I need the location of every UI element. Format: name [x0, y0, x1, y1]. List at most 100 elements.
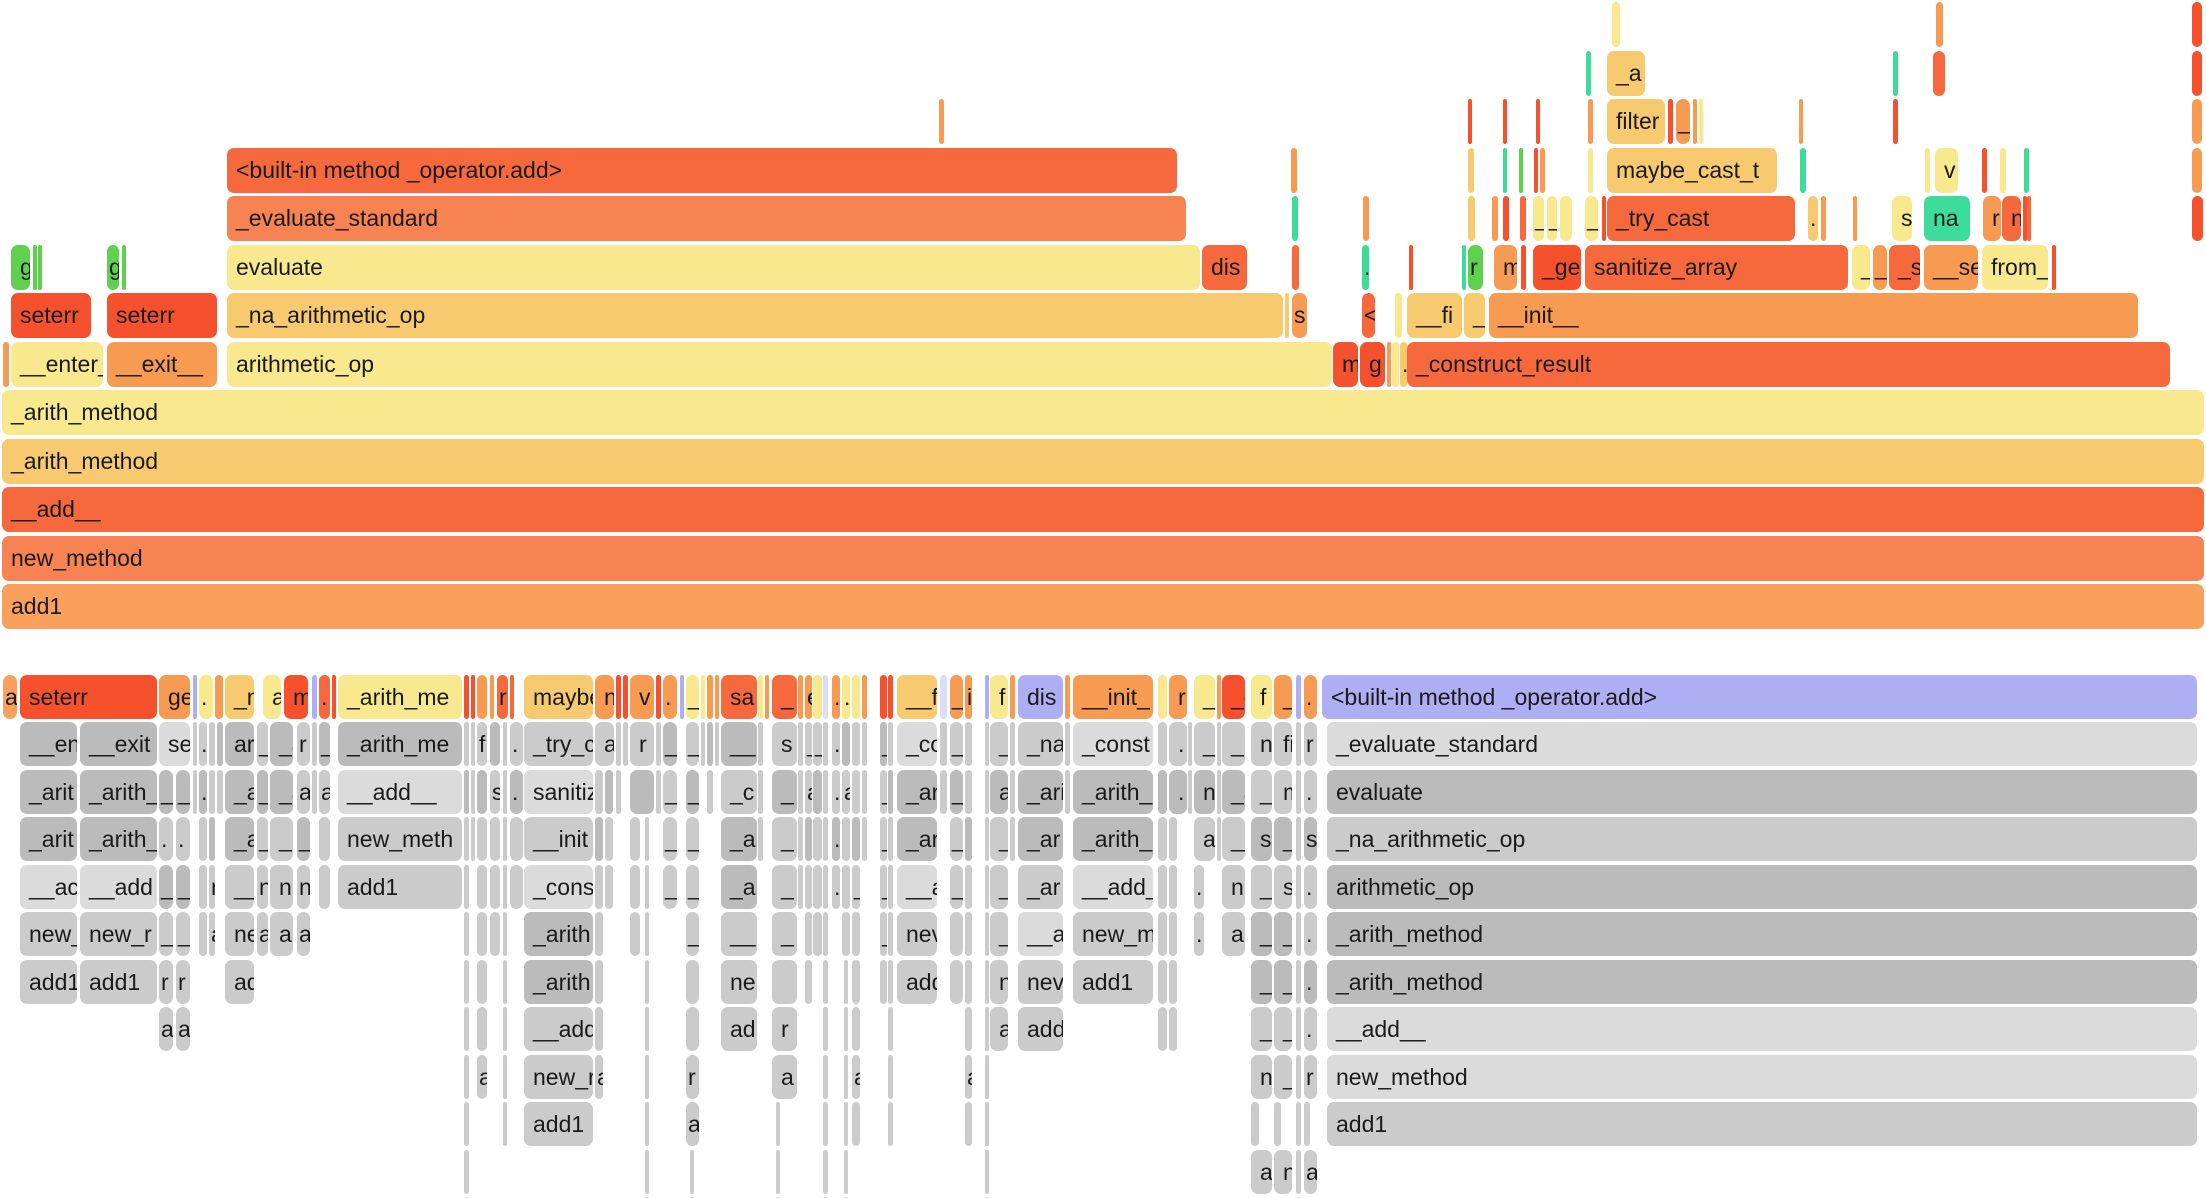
flame-bar--[interactable]: . — [1400, 342, 1407, 387]
flame-bar-maybe[interactable]: maybe — [524, 675, 593, 719]
flame-bar-a[interactable]: a — [852, 1055, 860, 1099]
flame-bar--[interactable]: . — [1304, 960, 1317, 1004]
flame-bar[interactable] — [464, 912, 469, 956]
flame-bar[interactable] — [1169, 912, 1177, 956]
flame-bar[interactable] — [950, 960, 963, 1004]
flame-bar[interactable] — [985, 1102, 989, 1146]
flame-bar-add1[interactable]: add1 — [338, 865, 462, 909]
flame-bar-_[interactable]: _ — [686, 722, 699, 766]
flame-bar[interactable] — [965, 770, 972, 814]
flame-bar[interactable] — [985, 912, 989, 956]
flame-bar-__ac[interactable]: __ac — [20, 865, 77, 909]
flame-bar--[interactable]: . — [1304, 865, 1317, 909]
flame-bar[interactable] — [985, 960, 989, 1004]
flame-bar[interactable] — [2027, 196, 2031, 241]
flame-bar[interactable] — [776, 1150, 780, 1194]
flame-bar[interactable] — [1010, 817, 1015, 861]
flame-bar-_[interactable]: _ — [880, 770, 887, 814]
flame-bar[interactable] — [645, 817, 649, 861]
flame-bar-_[interactable]: _ — [1274, 1007, 1292, 1051]
flame-bar-a[interactable]: a — [842, 770, 850, 814]
flame-bar[interactable] — [2000, 148, 2006, 193]
flame-bar-_[interactable]: _ — [950, 722, 963, 766]
flame-bar[interactable] — [1519, 148, 1523, 193]
flame-bar[interactable] — [616, 770, 621, 814]
flame-bar[interactable] — [1188, 722, 1192, 766]
flame-bar-__a[interactable]: __a — [1018, 912, 1063, 956]
flame-bar[interactable] — [1800, 148, 1806, 193]
flame-bar-n[interactable]: n — [270, 865, 293, 909]
flame-bar-_[interactable]: _ — [990, 817, 1008, 861]
flame-bar[interactable] — [823, 770, 828, 814]
flame-bar[interactable] — [1292, 196, 1298, 241]
flame-bar[interactable] — [605, 865, 613, 909]
flame-bar[interactable] — [985, 675, 989, 719]
flame-bar-_[interactable]: _ — [852, 865, 860, 909]
flame-bar[interactable] — [823, 1150, 828, 1194]
flame-bar[interactable] — [471, 722, 475, 766]
flame-bar[interactable] — [823, 912, 828, 956]
flame-bar-nev[interactable]: nev — [1018, 960, 1063, 1004]
flame-bar-_[interactable]: _ — [1852, 245, 1870, 290]
flame-bar-__f[interactable]: __f — [897, 675, 937, 719]
flame-bar-__fi[interactable]: __fi — [1407, 293, 1462, 338]
flame-bar[interactable] — [1296, 1102, 1301, 1146]
flame-bar-new_r[interactable]: new_r — [524, 1055, 593, 1099]
flame-bar-__[interactable]: __ — [721, 722, 757, 766]
flame-bar-_[interactable]: _ — [880, 865, 887, 909]
flame-bar--[interactable]: . — [1304, 912, 1317, 956]
flame-bar-_[interactable]: _ — [772, 770, 797, 814]
flame-bar[interactable] — [1217, 675, 1221, 719]
flame-bar[interactable] — [656, 675, 661, 719]
flame-bar[interactable] — [1065, 722, 1070, 766]
flame-bar[interactable] — [1536, 99, 1540, 144]
flame-bar-__init__[interactable]: __init__ — [1489, 293, 2138, 338]
flame-bar-s[interactable]: s — [1304, 817, 1317, 861]
flame-bar-_const[interactable]: _const — [1073, 722, 1153, 766]
flame-bar[interactable] — [605, 770, 613, 814]
flame-bar-evaluate[interactable]: evaluate — [227, 245, 1200, 290]
flame-bar[interactable] — [798, 770, 803, 814]
flame-bar-_co[interactable]: _co — [897, 722, 937, 766]
flame-bar[interactable] — [813, 675, 822, 719]
flame-bar[interactable] — [1392, 342, 1399, 387]
flame-bar[interactable] — [595, 1007, 603, 1051]
flame-bar[interactable] — [1612, 2, 1620, 47]
flame-bar-add1[interactable]: add1 — [524, 1102, 593, 1146]
flame-bar[interactable] — [1296, 817, 1301, 861]
flame-bar[interactable] — [217, 770, 223, 814]
flame-bar[interactable] — [1936, 2, 1943, 47]
flame-bar--[interactable]: . — [663, 675, 677, 719]
flame-bar-_arith_[interactable]: _arith_ — [80, 817, 157, 861]
flame-bar-n[interactable]: n — [1222, 865, 1245, 909]
flame-bar-_a[interactable]: _a — [270, 770, 293, 814]
flame-bar[interactable] — [842, 865, 850, 909]
flame-bar-dis[interactable]: dis — [1018, 675, 1063, 719]
flame-bar-__init_[interactable]: __init_ — [1073, 675, 1153, 719]
flame-bar[interactable] — [758, 722, 763, 766]
flame-bar[interactable] — [852, 817, 860, 861]
flame-bar-ari[interactable]: ari — [225, 722, 254, 766]
flame-bar[interactable] — [798, 817, 803, 861]
flame-bar[interactable] — [707, 770, 713, 814]
flame-bar-_arith_me[interactable]: _arith_me — [338, 722, 462, 766]
flame-bar--[interactable]: . — [1169, 770, 1187, 814]
flame-bar-_[interactable]: _ — [950, 770, 963, 814]
flame-bar[interactable] — [805, 865, 812, 909]
flame-bar-n[interactable]: n — [297, 865, 310, 909]
flame-bar[interactable] — [510, 865, 523, 909]
flame-bar[interactable] — [1169, 1007, 1177, 1051]
flame-bar-_[interactable]: _ — [880, 912, 887, 956]
flame-bar[interactable] — [464, 722, 469, 766]
flame-bar-_arit[interactable]: _arit — [1018, 770, 1063, 814]
flame-bar-_[interactable]: _ — [663, 770, 677, 814]
flame-bar-s[interactable]: s — [772, 722, 797, 766]
flame-bar[interactable] — [490, 865, 500, 909]
flame-bar-_a[interactable]: _a — [1607, 51, 1645, 96]
flame-bar[interactable] — [965, 912, 972, 956]
flame-bar[interactable] — [844, 1055, 848, 1099]
flame-bar[interactable] — [805, 817, 812, 861]
flame-bar-add[interactable]: add — [897, 960, 937, 1004]
flame-bar[interactable] — [471, 817, 475, 861]
flame-bar[interactable] — [1925, 148, 1930, 193]
